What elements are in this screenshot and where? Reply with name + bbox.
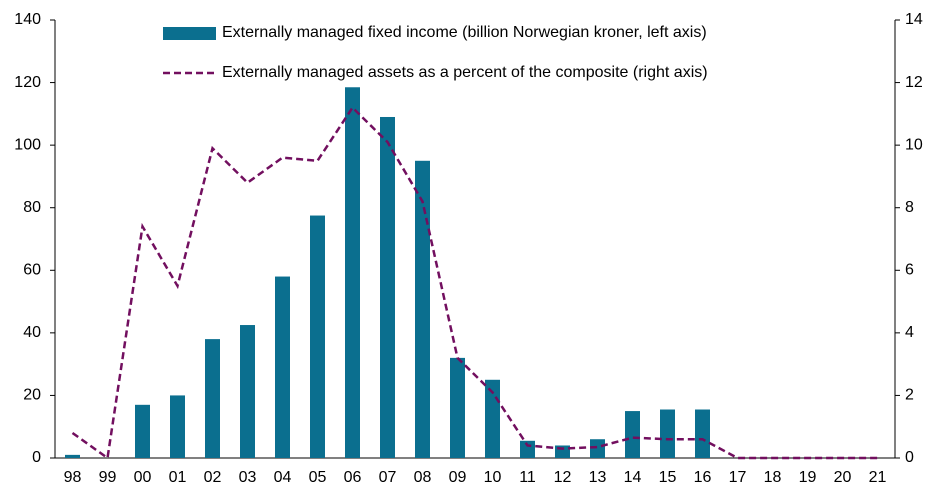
bar [170,395,185,458]
bar [380,116,395,458]
x-tick-label: 09 [449,469,467,486]
legend-label: Externally managed assets as a percent o… [222,64,708,81]
x-tick-label: 04 [274,469,292,486]
y-tick-label: 40 [23,324,41,341]
bar [450,357,465,458]
y-tick-label: 140 [14,11,41,28]
x-tick-label: 10 [484,469,502,486]
x-tick-label: 20 [834,469,852,486]
bar [240,325,255,458]
y-tick-label: 120 [14,74,41,91]
bar [205,339,220,458]
x-tick-label: 01 [169,469,187,486]
y2-tick-label: 10 [905,136,923,153]
bar [310,215,325,458]
y2-tick-label: 2 [905,387,914,404]
y2-tick-label: 14 [905,11,923,28]
x-tick-label: 17 [729,469,747,486]
bar [65,454,80,458]
x-tick-label: 11 [519,469,536,486]
y2-tick-label: 4 [905,324,914,341]
bar [275,276,290,458]
x-tick-label: 02 [204,469,222,486]
x-tick-label: 14 [624,469,642,486]
legend-label: Externally managed fixed income (billion… [222,24,707,41]
x-tick-label: 08 [414,469,432,486]
y2-tick-label: 6 [905,262,914,279]
y-tick-label: 20 [23,387,41,404]
y-tick-label: 60 [23,262,41,279]
y2-tick-label: 8 [905,199,914,216]
bar [345,87,360,458]
bar [135,404,150,458]
x-tick-label: 99 [99,469,117,486]
x-tick-label: 07 [379,469,397,486]
line [71,105,878,461]
x-tick-label: 05 [309,469,327,486]
y2-tick-label: 0 [905,449,914,466]
x-tick-label: 15 [659,469,677,486]
x-tick-label: 21 [869,469,887,486]
x-tick-label: 98 [64,469,82,486]
x-tick-label: 00 [134,469,152,486]
bar [695,409,710,458]
y-tick-label: 100 [14,136,41,153]
bar [660,409,675,458]
legend-swatch [163,27,216,40]
x-tick-label: 18 [764,469,782,486]
bar [590,439,605,458]
x-tick-label: 19 [799,469,817,486]
x-tick-label: 06 [344,469,362,486]
y-tick-label: 80 [23,199,41,216]
y2-tick-label: 12 [905,74,923,91]
x-tick-label: 16 [694,469,712,486]
bar [625,411,640,458]
bar [415,160,430,459]
y-tick-label: 0 [32,449,41,466]
x-tick-label: 13 [589,469,607,486]
x-tick-label: 12 [554,469,572,486]
x-tick-label: 03 [239,469,257,486]
